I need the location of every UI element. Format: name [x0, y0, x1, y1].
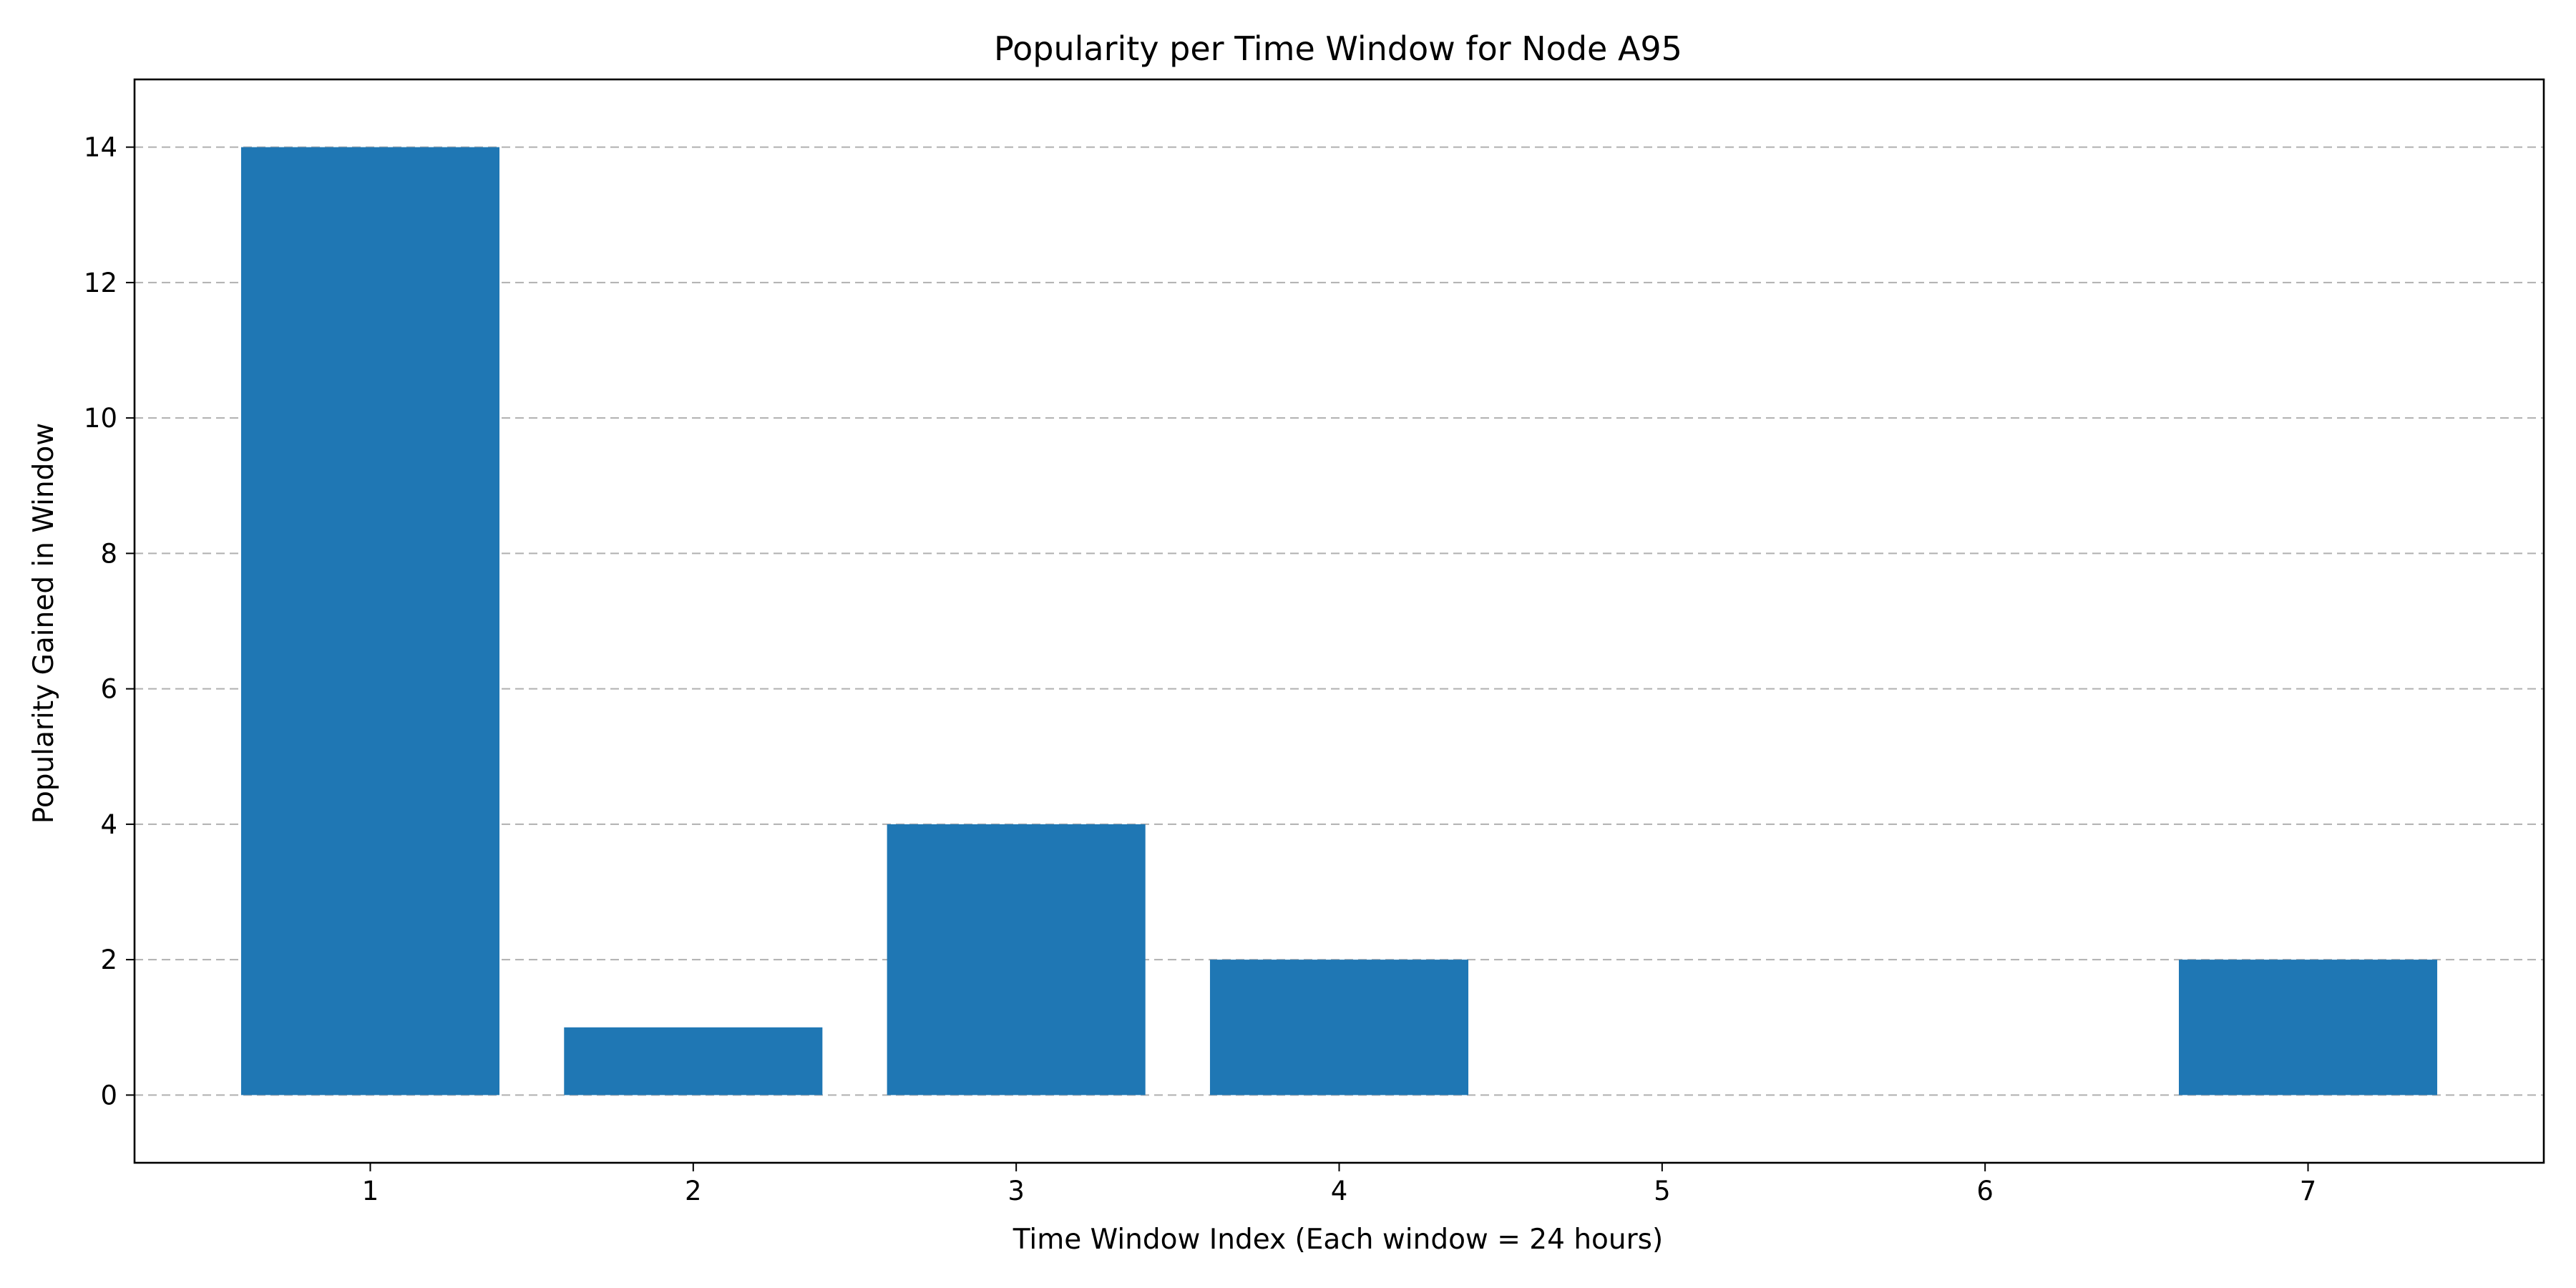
bar-window-7	[2178, 960, 2438, 1096]
y-tick-label-4: 4	[100, 809, 117, 840]
y-tick-label-8: 8	[100, 538, 117, 569]
y-axis-ticks: 0 2 4 6 8 10 12 14	[84, 132, 135, 1111]
y-tick-label-14: 14	[84, 132, 117, 163]
y-tick-label-6: 6	[100, 674, 117, 705]
x-tick-label-5: 5	[1654, 1176, 1671, 1206]
y-tick-label-0: 0	[100, 1080, 117, 1111]
bar-window-2	[564, 1027, 823, 1096]
y-axis-label: Popularity Gained in Window	[28, 423, 60, 824]
chart-title: Popularity per Time Window for Node A95	[994, 29, 1682, 68]
x-axis-ticks: 1 2 3 4 5 6 7	[362, 1163, 2317, 1206]
x-tick-label-3: 3	[1008, 1176, 1025, 1206]
x-tick-label-2: 2	[685, 1176, 702, 1206]
y-tick-label-10: 10	[84, 403, 117, 434]
bar-window-3	[887, 824, 1146, 1096]
x-tick-label-1: 1	[362, 1176, 379, 1206]
y-tick-label-12: 12	[84, 268, 117, 298]
x-tick-label-6: 6	[1976, 1176, 1994, 1206]
bar-window-4	[1209, 960, 1469, 1096]
x-axis-label: Time Window Index (Each window = 24 hour…	[1013, 1224, 1663, 1256]
bar-window-1	[240, 147, 500, 1096]
y-tick-label-2: 2	[100, 945, 117, 975]
x-tick-label-4: 4	[1331, 1176, 1348, 1206]
x-tick-label-7: 7	[2300, 1176, 2317, 1206]
bars	[240, 147, 2438, 1096]
